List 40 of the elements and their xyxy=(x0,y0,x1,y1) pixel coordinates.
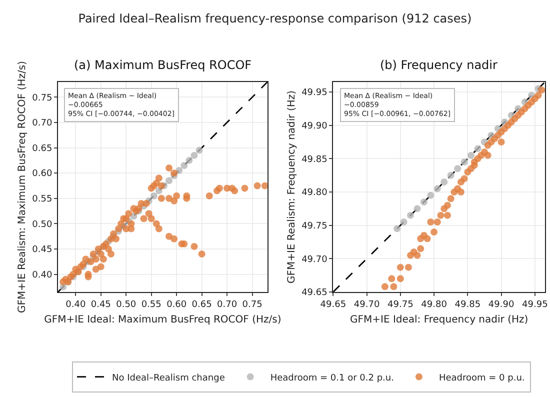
y-tick-label: 49.90 xyxy=(302,121,328,132)
x-axis-title: GFM+IE Ideal: Frequency nadir (Hz) xyxy=(350,314,528,326)
y-tick-label: 0.45 xyxy=(32,245,52,256)
x-tick-label: 49.80 xyxy=(421,300,448,310)
y-tick-label: 0.40 xyxy=(32,270,52,280)
x-tick-label: 49.75 xyxy=(388,300,414,310)
x-tick-label: 0.60 xyxy=(166,300,187,310)
x-tick-label: 0.55 xyxy=(141,300,162,310)
y-tick-label: 0.75 xyxy=(32,93,52,104)
x-tick-label: 49.70 xyxy=(354,300,380,310)
y-tick-label: 0.65 xyxy=(32,144,52,154)
y-tick-label: 0.60 xyxy=(32,169,52,180)
y-tick-label: 0.70 xyxy=(32,118,52,129)
y-tick-label: 49.95 xyxy=(302,88,328,98)
chart-subtitle: (b) Frequency nadir xyxy=(380,58,498,72)
x-tick-label: 49.95 xyxy=(522,300,548,310)
y-tick-label: 49.75 xyxy=(302,221,328,232)
x-tick-label: 49.85 xyxy=(454,300,481,310)
y-tick-label: 49.80 xyxy=(302,188,328,198)
y-tick-label: 49.70 xyxy=(302,254,328,265)
chart-subtitle: (a) Maximum BusFreq ROCOF xyxy=(74,58,252,72)
chart-title: Paired Ideal–Realism frequency-response comparison (912 cases) xyxy=(78,11,472,26)
x-tick-label: 0.75 xyxy=(242,300,262,310)
x-tick-label: 49.90 xyxy=(488,300,514,310)
x-tick-label: 0.40 xyxy=(66,300,86,310)
y-tick-label: 0.50 xyxy=(32,220,52,230)
legend-label: Headroom = 0.1 or 0.2 p.u. xyxy=(270,373,394,384)
x-tick-label: 0.45 xyxy=(90,300,111,310)
y-tick-label: 49.85 xyxy=(302,154,328,165)
x-tick-label: 0.65 xyxy=(192,300,212,310)
x-tick-label: 0.70 xyxy=(217,300,238,310)
y-axis-title: GFM+IE Realism: Frequency nadir (Hz) xyxy=(286,90,298,284)
x-tick-label: 49.65 xyxy=(320,300,346,310)
y-axis-title: GFM+IE Realism: Maximum BusFreq ROCOF (Hz/s) xyxy=(17,60,28,313)
legend-label: No Ideal–Realism change xyxy=(112,373,226,384)
x-tick-label: 0.50 xyxy=(116,300,136,310)
legend-label: Headroom = 0 p.u. xyxy=(438,373,525,384)
y-tick-label: 0.55 xyxy=(32,194,52,205)
x-axis-title: GFM+IE Ideal: Maximum BusFreq ROCOF (Hz/s) xyxy=(44,314,282,326)
y-tick-label: 49.65 xyxy=(302,288,328,298)
